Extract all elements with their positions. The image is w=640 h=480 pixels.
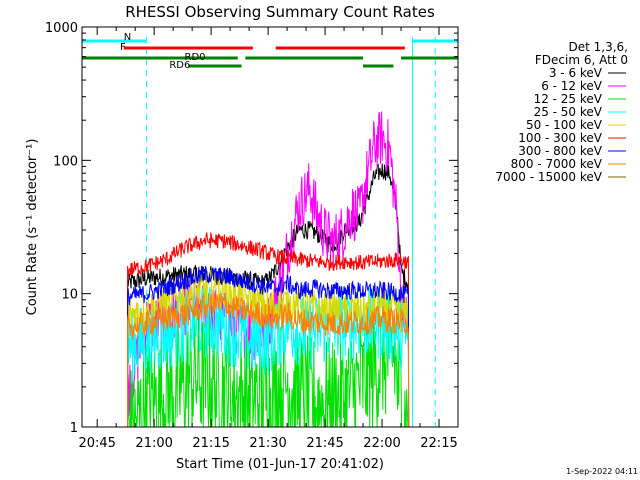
x-tick-label: 20:45	[78, 436, 115, 451]
x-tick-label: 21:00	[135, 436, 172, 451]
y-axis-label: Count Rate (s⁻¹ detector⁻¹)	[25, 139, 40, 316]
series-line	[127, 286, 410, 427]
legend-entry-label: 6 - 12 keV	[541, 79, 603, 93]
x-tick-label: 21:15	[192, 436, 229, 451]
legend-entry-label: 800 - 7000 keV	[511, 157, 603, 171]
legend-entry-label: 25 - 50 keV	[534, 105, 603, 119]
y-tick-label: 1	[70, 421, 78, 436]
legend-entry-label: 3 - 6 keV	[549, 66, 603, 80]
x-tick-label: 21:45	[306, 436, 343, 451]
series-group	[127, 111, 410, 427]
legend-entry-label: 50 - 100 keV	[526, 118, 603, 132]
x-axis-label: Start Time (01-Jun-17 20:41:02)	[176, 457, 384, 472]
series-line	[127, 265, 410, 427]
y-tick-label: 1000	[45, 21, 78, 36]
flag-bar-label: N	[124, 32, 131, 43]
x-tick-label: 22:15	[420, 436, 457, 451]
legend-header: Det 1,3,6,	[569, 40, 629, 54]
flag-bar-label: RD6	[169, 60, 190, 71]
series-line	[127, 291, 410, 427]
y-tick-label: 10	[61, 288, 78, 303]
flag-bar-label: RD0	[185, 52, 206, 63]
x-tick-label: 21:30	[249, 436, 286, 451]
footer-timestamp: 1-Sep-2022 04:11	[566, 467, 638, 476]
plot-frame	[81, 26, 459, 428]
y-tick-label: 100	[53, 154, 78, 169]
legend-entry-label: 300 - 800 keV	[518, 144, 602, 158]
x-tick-label: 22:00	[363, 436, 400, 451]
x-axis: 20:45 21:00 21:15 21:30 21:45 22:00 22:15	[78, 27, 459, 451]
legend-entry-label: 7000 - 15000 keV	[495, 170, 602, 184]
legend-entry-label: 100 - 300 keV	[518, 131, 602, 145]
series-line	[127, 289, 409, 427]
legend-entry-label: 12 - 25 keV	[534, 92, 603, 106]
chart-title: RHESSI Observing Summary Count Rates	[125, 3, 435, 21]
flag-bar-label: F	[120, 42, 126, 53]
y-axis: 1 10 100 1000	[45, 21, 458, 436]
series-line	[127, 231, 410, 427]
legend-header: FDecim 6, Att 0	[535, 53, 628, 67]
